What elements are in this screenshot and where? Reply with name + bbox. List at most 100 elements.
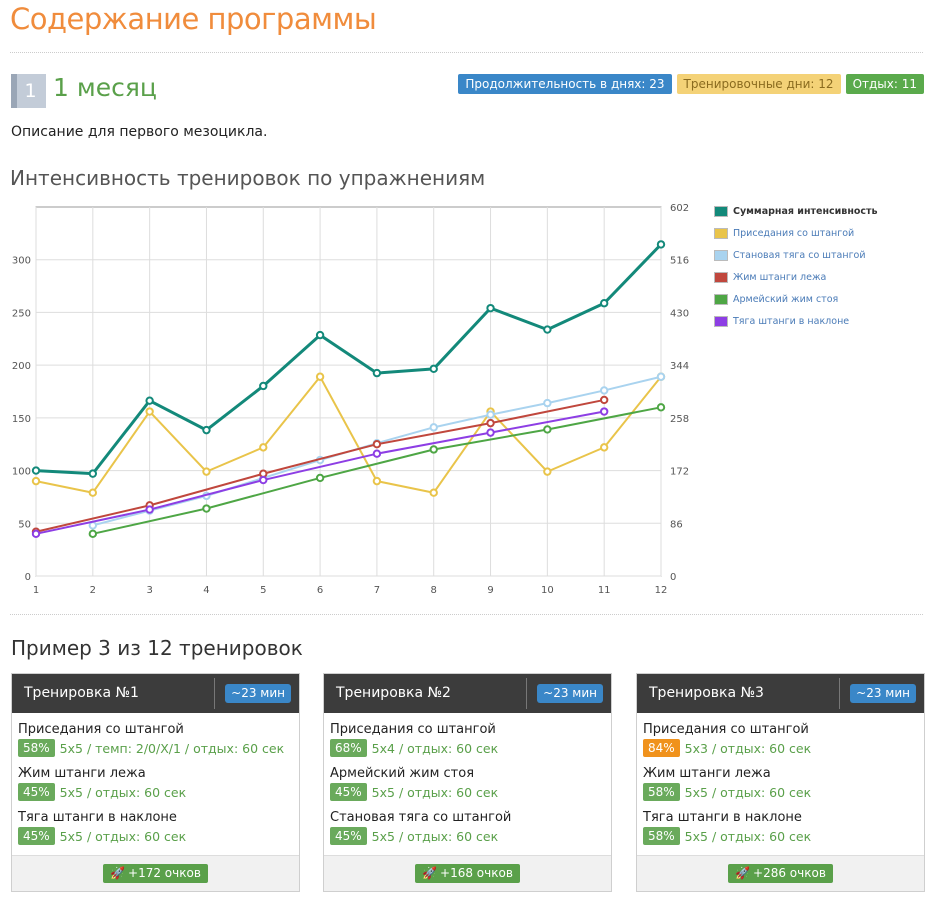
intensity-badge: 84% <box>643 739 680 757</box>
legend-item[interactable]: Жим штанги лежа <box>714 266 878 288</box>
intensity-badge: 58% <box>643 827 680 845</box>
y2-tick-label: 516 <box>670 256 689 267</box>
y2-tick-label: 430 <box>670 308 689 319</box>
exercise-details: 45% 5x5 / отдых: 60 сек <box>330 783 498 801</box>
data-point <box>202 467 211 476</box>
data-point <box>372 440 382 449</box>
rest-days-badge: Отдых: 11 <box>845 74 924 94</box>
header-divider <box>839 678 840 709</box>
workout-title[interactable]: Тренировка №2 <box>336 685 451 701</box>
series-line <box>35 375 662 494</box>
duration-badge: ~23 мин <box>850 684 916 703</box>
legend-swatch <box>714 315 728 327</box>
series-line <box>35 243 663 476</box>
legend-item[interactable]: Становая тяга со штангой <box>714 244 878 266</box>
divider <box>10 614 923 615</box>
workout-card-header: Тренировка №3 ~23 мин <box>637 674 924 713</box>
points-badge: 🚀 +168 очков <box>415 864 520 883</box>
y-tick-label: 300 <box>12 256 31 267</box>
x-tick-label: 10 <box>541 585 554 596</box>
exercise-scheme: 5x5 / темп: 2/0/X/1 / отдых: 60 сек <box>59 740 285 756</box>
intensity-badge: 45% <box>18 783 55 801</box>
legend-label: Армейский жим стоя <box>733 293 839 305</box>
data-point <box>88 529 98 539</box>
data-point <box>372 476 382 486</box>
points-badge: 🚀 +172 очков <box>103 864 208 883</box>
x-tick-label: 7 <box>374 585 380 596</box>
series-line <box>35 410 605 535</box>
y-tick-label: 150 <box>12 414 31 425</box>
data-point <box>145 396 154 405</box>
workout-card-header: Тренировка №2 ~23 мин <box>324 674 611 713</box>
exercise-details: 58% 5x5 / темп: 2/0/X/1 / отдых: 60 сек <box>18 739 284 757</box>
data-point <box>486 410 495 419</box>
exercise-name[interactable]: Приседания со штангой <box>643 722 809 737</box>
exercise-name[interactable]: Приседания со штангой <box>330 722 496 737</box>
data-point <box>543 398 552 408</box>
data-point <box>486 418 495 428</box>
data-point <box>599 443 609 452</box>
divider <box>10 52 923 53</box>
legend-swatch <box>714 249 728 261</box>
legend-item[interactable]: Тяга штанги в наклоне <box>714 310 878 332</box>
phase-number: 1 <box>11 74 46 108</box>
phase-badges: Продолжительность в днях: 23 Тренировочн… <box>458 74 924 94</box>
y-tick-label: 0 <box>25 572 31 583</box>
x-tick-label: 1 <box>33 585 39 596</box>
exercise-name[interactable]: Жим штанги лежа <box>643 766 771 781</box>
intensity-badge: 58% <box>643 783 680 801</box>
x-tick-label: 9 <box>487 585 493 596</box>
exercise-details: 45% 5x5 / отдых: 60 сек <box>18 827 186 845</box>
x-tick-label: 12 <box>655 585 668 596</box>
legend-item[interactable]: Приседания со штангой <box>714 222 878 244</box>
workout-title[interactable]: Тренировка №1 <box>24 685 139 701</box>
legend-swatch <box>714 227 728 239</box>
y-tick-label: 100 <box>12 467 31 478</box>
legend-item[interactable]: Армейский жим стоя <box>714 288 878 310</box>
exercise-name[interactable]: Становая тяга со штангой <box>330 810 512 825</box>
y-tick-label: 200 <box>12 361 31 372</box>
y2-tick-label: 602 <box>670 203 689 214</box>
legend-label: Становая тяга со штангой <box>733 249 866 261</box>
data-point <box>31 529 41 539</box>
y-tick-label: 250 <box>12 308 31 319</box>
workout-title[interactable]: Тренировка №3 <box>649 685 764 701</box>
x-tick-label: 8 <box>431 585 437 596</box>
data-point <box>543 467 552 476</box>
intensity-badge: 45% <box>330 827 367 845</box>
exercise-scheme: 5x5 / отдых: 60 сек <box>371 784 499 800</box>
legend-swatch <box>714 205 728 217</box>
data-point <box>486 303 495 313</box>
exercise-scheme: 5x5 / отдых: 60 сек <box>59 828 187 844</box>
points-label: +168 очков <box>440 866 513 880</box>
rocket-icon: 🚀 <box>110 866 126 880</box>
legend-label: Приседания со штангой <box>733 227 855 239</box>
x-tick-label: 5 <box>260 585 266 596</box>
exercise-name[interactable]: Тяга штанги в наклоне <box>643 810 802 825</box>
data-point <box>599 407 609 416</box>
exercise-name[interactable]: Тяга штанги в наклоне <box>18 810 177 825</box>
exercise-name[interactable]: Приседания со штангой <box>18 722 184 737</box>
workout-card-header: Тренировка №1 ~23 мин <box>12 674 299 713</box>
points-label: +286 очков <box>753 866 826 880</box>
exercise-scheme: 5x4 / отдых: 60 сек <box>371 740 499 756</box>
data-point <box>656 403 666 412</box>
legend-label: Тяга штанги в наклоне <box>733 315 850 327</box>
y-tick-label: 50 <box>18 519 31 530</box>
data-point <box>259 475 268 485</box>
exercise-details: 58% 5x5 / отдых: 60 сек <box>643 827 811 845</box>
data-point <box>429 445 438 454</box>
legend-item[interactable]: Суммарная интенсивность <box>714 200 878 222</box>
exercise-details: 45% 5x5 / отдых: 60 сек <box>330 827 498 845</box>
exercise-details: 45% 5x5 / отдых: 60 сек <box>18 783 186 801</box>
data-point <box>145 505 154 514</box>
exercise-name[interactable]: Армейский жим стоя <box>330 766 475 781</box>
exercise-name[interactable]: Жим штанги лежа <box>18 766 146 781</box>
workout-card: Тренировка №1 ~23 мин Приседания со штанго… <box>11 673 300 892</box>
exercise-scheme: 5x5 / отдых: 60 сек <box>59 784 187 800</box>
data-point <box>259 381 268 391</box>
data-point <box>88 488 98 497</box>
data-point <box>202 425 211 435</box>
chart-title: Интенсивность тренировок по упражнениям <box>10 166 486 190</box>
data-point <box>543 425 552 434</box>
